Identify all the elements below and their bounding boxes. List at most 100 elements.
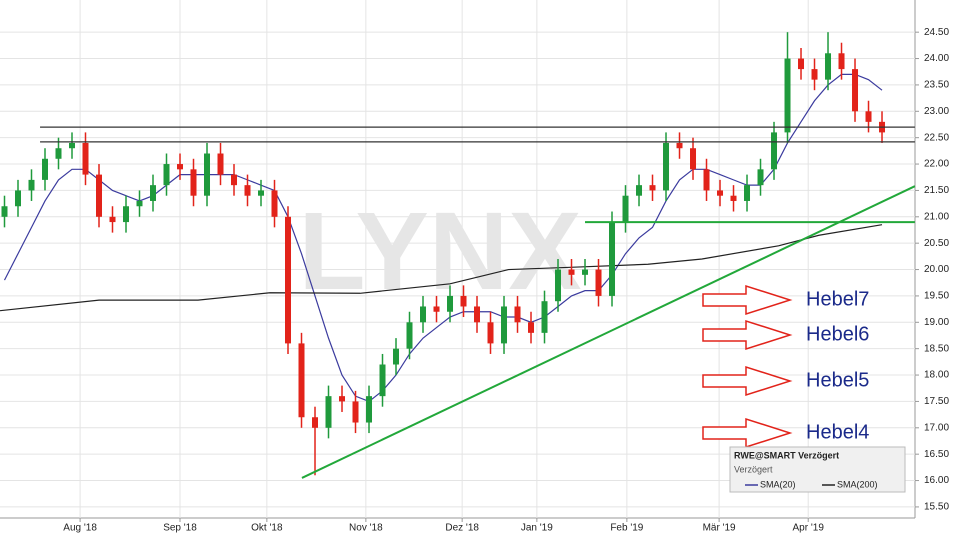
- arrow: [702, 417, 793, 449]
- candle-body: [717, 190, 724, 196]
- candle-body: [595, 269, 602, 296]
- candle-body: [271, 190, 278, 217]
- x-tick-label: Nov '18: [349, 523, 383, 534]
- legend-title: RWE@SMART Verzögert: [734, 450, 839, 460]
- candle-body: [55, 148, 62, 159]
- candle-body: [676, 142, 683, 149]
- candle-body: [460, 295, 467, 307]
- y-tick-label: 17.00: [924, 422, 949, 433]
- candle-body: [838, 53, 845, 70]
- candle-body: [798, 58, 805, 70]
- candle-body: [177, 164, 184, 170]
- legend-box: [729, 446, 906, 493]
- x-tick-label: Aug '18: [63, 523, 97, 534]
- y-tick-label: 22.00: [924, 159, 949, 170]
- candle-body: [163, 164, 170, 186]
- candle-body: [379, 364, 386, 397]
- y-tick-label: 19.50: [924, 291, 949, 302]
- candle-body: [636, 185, 643, 196]
- candle-body: [15, 190, 22, 207]
- y-tick-label: 24.00: [924, 53, 949, 64]
- annotation: Hebel4: [806, 421, 869, 443]
- candle-body: [852, 69, 859, 112]
- reference-line: [301, 185, 916, 479]
- y-tick-label: 21.00: [924, 211, 949, 222]
- arrow: [702, 284, 793, 316]
- candle-body: [298, 343, 305, 418]
- candle-body: [541, 301, 548, 333]
- candle-body: [190, 169, 197, 196]
- y-tick-label: 16.50: [924, 449, 949, 460]
- y-tick-label: 22.50: [924, 132, 949, 143]
- candle-body: [744, 185, 751, 201]
- candle-body: [555, 269, 562, 302]
- candle-body: [865, 111, 872, 122]
- candle-body: [582, 269, 589, 275]
- sma-line: [0, 224, 883, 312]
- legend-subtitle: Verzögert: [734, 464, 773, 474]
- candle-body: [433, 306, 440, 312]
- candle-body: [82, 142, 89, 175]
- candle-body: [42, 158, 49, 180]
- y-tick-label: 19.00: [924, 317, 949, 328]
- candle-body: [474, 306, 481, 323]
- candle-body: [771, 132, 778, 170]
- candle-body: [568, 269, 575, 275]
- candle-body: [622, 195, 629, 223]
- candle-body: [231, 174, 238, 186]
- candle-body: [1, 206, 8, 217]
- candle-body: [96, 174, 103, 217]
- candle-body: [244, 185, 251, 196]
- candle-body: [352, 401, 359, 423]
- annotation: Hebel6: [806, 323, 869, 345]
- y-tick-label: 20.50: [924, 238, 949, 249]
- candle-body: [649, 185, 656, 191]
- x-tick-label: Sep '18: [163, 523, 197, 534]
- candle-body: [784, 58, 791, 133]
- candle-body: [217, 153, 224, 175]
- candle-body: [258, 190, 265, 196]
- y-tick-label: 23.00: [924, 106, 949, 117]
- arrow: [702, 365, 793, 397]
- candle-body: [150, 185, 157, 201]
- candle-body: [28, 179, 35, 191]
- y-tick-label: 18.00: [924, 370, 949, 381]
- candle-body: [109, 216, 116, 223]
- candle-body: [730, 195, 737, 201]
- x-tick-label: Jan '19: [521, 523, 553, 534]
- x-tick-label: Feb '19: [610, 523, 643, 534]
- candle-body: [663, 142, 670, 191]
- y-tick-label: 21.50: [924, 185, 949, 196]
- candle-body: [312, 417, 319, 428]
- y-tick-label: 17.50: [924, 396, 949, 407]
- x-tick-label: Mär '19: [703, 523, 736, 534]
- candle-body: [366, 396, 373, 423]
- candle-body: [420, 306, 427, 323]
- candle-body: [487, 322, 494, 344]
- candle-body: [136, 200, 143, 207]
- candle-body: [514, 306, 521, 323]
- candle-body: [825, 53, 832, 80]
- candle-body: [757, 169, 764, 186]
- candle-body: [528, 322, 535, 333]
- candle-body: [703, 169, 710, 191]
- y-tick-label: 23.50: [924, 80, 949, 91]
- y-tick-label: 24.50: [924, 27, 949, 38]
- y-tick-label: 18.50: [924, 343, 949, 354]
- candle-body: [339, 396, 346, 402]
- candle-body: [123, 206, 130, 223]
- candle-body: [393, 348, 400, 365]
- candle-body: [609, 222, 616, 296]
- x-tick-label: Apr '19: [793, 523, 825, 534]
- candle-body: [447, 295, 454, 312]
- candle-body: [285, 216, 292, 344]
- candle-body: [690, 148, 697, 170]
- watermark: LYNX: [298, 190, 581, 313]
- annotation: Hebel5: [806, 369, 869, 391]
- x-tick-label: Okt '18: [251, 523, 283, 534]
- annotation: Hebel7: [806, 288, 869, 310]
- legend-label: SMA(20): [760, 479, 796, 489]
- y-tick-label: 16.00: [924, 475, 949, 486]
- candle-body: [69, 142, 76, 149]
